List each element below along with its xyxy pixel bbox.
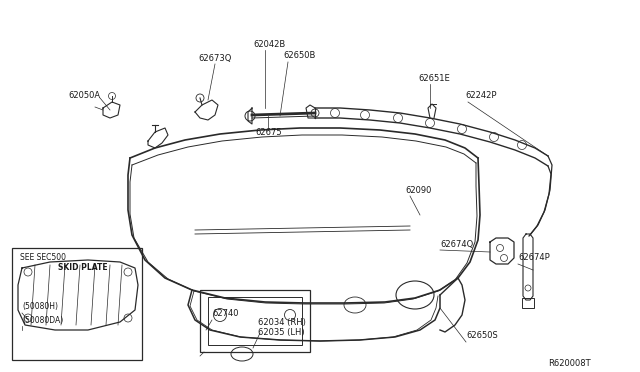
Text: 62042B: 62042B <box>253 39 285 48</box>
Text: 62050A: 62050A <box>68 90 100 99</box>
Text: (50080H): (50080H) <box>22 302 58 311</box>
Text: 62674P: 62674P <box>518 253 550 263</box>
Text: 62675: 62675 <box>255 128 282 137</box>
Text: 62650S: 62650S <box>466 331 498 340</box>
Text: SEE SEC500: SEE SEC500 <box>20 253 66 263</box>
Text: 62090: 62090 <box>405 186 431 195</box>
Text: 62035 (LH): 62035 (LH) <box>258 328 305 337</box>
Text: (50080DA): (50080DA) <box>22 315 63 324</box>
Text: SKID PLATE: SKID PLATE <box>58 263 108 273</box>
Text: 62651E: 62651E <box>418 74 450 83</box>
Bar <box>200 290 310 352</box>
Text: 62674Q: 62674Q <box>440 240 473 248</box>
Bar <box>12 248 142 360</box>
Bar <box>208 297 302 345</box>
Text: 62740: 62740 <box>212 310 239 318</box>
Text: R620008T: R620008T <box>548 359 591 369</box>
Bar <box>522 298 534 308</box>
Text: 62242P: 62242P <box>465 90 497 99</box>
Text: 62650B: 62650B <box>283 51 316 60</box>
Text: 62034 (RH): 62034 (RH) <box>258 317 306 327</box>
Text: 62673Q: 62673Q <box>198 54 232 62</box>
